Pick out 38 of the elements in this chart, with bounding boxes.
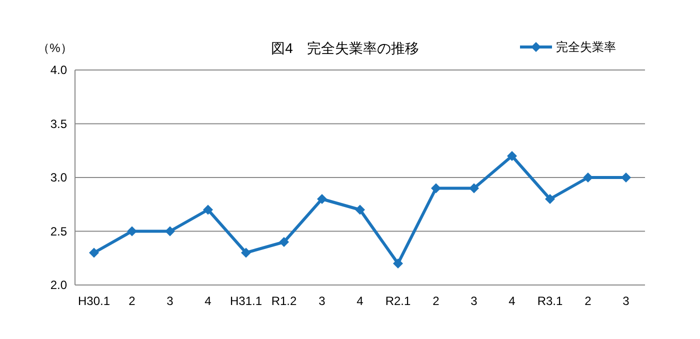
chart-title: 図4 完全失業率の推移 [271,40,419,56]
x-tick-label: 4 [356,294,364,308]
point [241,248,251,258]
point [431,183,441,194]
x-tick-label: 4 [204,294,212,308]
point [545,194,555,204]
point [621,172,631,182]
y-tick-label: 3.0 [50,170,68,185]
point [355,204,365,215]
point [89,248,99,258]
x-tick-label: H31.1 [230,294,262,308]
point [583,172,593,182]
x-tick-label: 3 [470,294,478,308]
x-tick-label: 4 [508,294,516,308]
point [393,258,403,268]
y-tick-label: 4.0 [50,63,68,78]
x-tick-label: 3 [318,294,326,308]
x-tick-label: H30.1 [78,294,110,308]
point [507,151,517,161]
y-tick-label: 2.0 [50,278,68,292]
y-tick-label: 2.5 [50,224,68,238]
point [279,237,289,247]
x-tick-label: R1.2 [271,294,297,308]
point [127,226,137,236]
legend-label: 完全失業率 [556,40,616,54]
x-tick-label: 2 [432,294,440,308]
x-tick-label: 3 [622,294,630,308]
point [317,194,327,204]
point [203,204,213,215]
x-tick-label: R3.1 [537,294,563,308]
x-tick-label: R2.1 [385,294,411,308]
point [165,226,175,236]
x-tick-label: 2 [584,294,592,308]
y-tick-label: 3.5 [50,116,68,131]
y-axis-title: （%） [38,41,72,55]
x-tick-label: 2 [128,294,136,308]
x-tick-label: 3 [166,294,174,308]
point [469,183,479,194]
